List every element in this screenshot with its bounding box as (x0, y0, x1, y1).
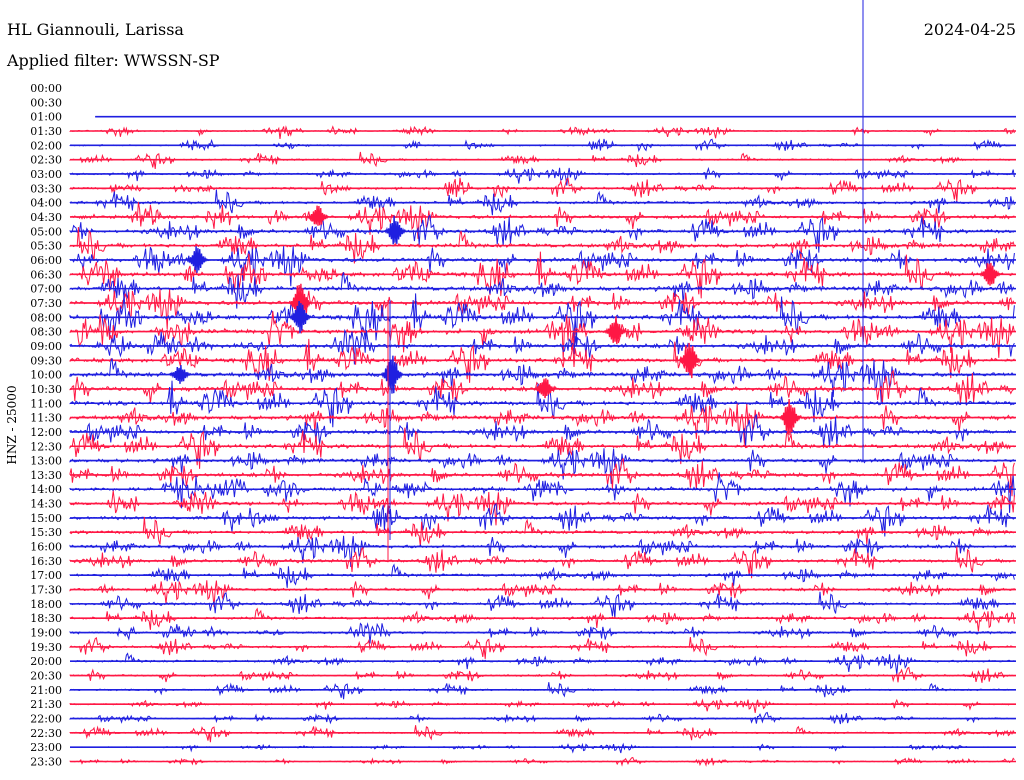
row-time-label: 13:30 (30, 469, 62, 482)
trace-line (69, 636, 1015, 659)
trace-line (69, 580, 1015, 608)
event-spike (383, 215, 407, 245)
row-time-label: 19:00 (30, 627, 62, 640)
row-time-label: 23:00 (30, 741, 62, 754)
row-time-label: 05:00 (30, 225, 62, 238)
trace-line (69, 472, 1015, 513)
row-time-label: 02:00 (30, 139, 62, 152)
trace-line (69, 742, 1015, 754)
row-time-label: 06:30 (30, 268, 62, 281)
row-time-label: 07:00 (30, 283, 62, 296)
row-time-label: 17:30 (30, 584, 62, 597)
event-spike (288, 300, 312, 334)
row-time-label: 19:30 (30, 641, 62, 654)
row-time-label: 23:30 (30, 756, 62, 769)
trace-line (69, 535, 1015, 568)
trace-line (69, 725, 1015, 743)
row-time-label: 22:30 (30, 727, 62, 740)
row-time-label: 02:30 (30, 154, 62, 167)
row-time-label: 08:00 (30, 311, 62, 324)
row-time-label: 14:30 (30, 498, 62, 511)
row-time-label: 06:00 (30, 254, 62, 267)
row-time-label: 08:30 (30, 326, 62, 339)
row-time-label: 11:30 (30, 412, 62, 425)
row-time-label: 16:30 (30, 555, 62, 568)
trace-line (69, 448, 1015, 484)
trace-line (69, 358, 1015, 403)
trace-line (69, 125, 1015, 139)
row-time-label: 03:00 (30, 168, 62, 181)
trace-line (69, 328, 1015, 365)
row-time-label: 20:00 (30, 655, 62, 668)
row-time-label: 05:30 (30, 240, 62, 253)
date-label: 2024-04-25 (923, 20, 1016, 39)
trace-line (69, 591, 1015, 619)
row-time-label: 21:00 (30, 684, 62, 697)
trace-line (69, 151, 1015, 170)
row-time-label: 18:30 (30, 612, 62, 625)
row-time-label: 09:00 (30, 340, 62, 353)
event-spike (978, 262, 1002, 286)
row-time-label: 20:30 (30, 670, 62, 683)
event-spike (380, 355, 404, 394)
row-time-label: 17:00 (30, 569, 62, 582)
trace-line (69, 682, 1015, 700)
event-spike (778, 398, 802, 436)
row-time-label: 15:00 (30, 512, 62, 525)
row-time-label: 18:00 (30, 598, 62, 611)
filter-label: Applied filter: WWSSN-SP (7, 51, 220, 70)
row-time-label: 10:00 (30, 369, 62, 382)
row-time-label: 22:00 (30, 713, 62, 726)
row-time-label: 12:30 (30, 440, 62, 453)
trace-line (69, 652, 1015, 675)
event-spike (168, 365, 192, 384)
event-spike (603, 318, 627, 345)
row-time-label: 04:30 (30, 211, 62, 224)
row-time-label: 03:30 (30, 182, 62, 195)
trace-line (69, 698, 1015, 713)
row-time-label: 14:00 (30, 483, 62, 496)
event-spike (185, 246, 209, 273)
row-time-label: 00:30 (30, 96, 62, 109)
row-time-label: 21:30 (30, 698, 62, 711)
row-time-label: 10:30 (30, 383, 62, 396)
event-spike (533, 378, 557, 399)
row-time-label: 13:00 (30, 455, 62, 468)
trace-line (69, 246, 1015, 287)
trace-line (69, 177, 1015, 202)
row-time-label: 16:00 (30, 541, 62, 554)
trace-line (69, 202, 1015, 239)
station-title: HL Giannouli, Larissa (7, 20, 184, 39)
row-time-label: 11:00 (30, 397, 62, 410)
row-time-label: 04:00 (30, 197, 62, 210)
row-time-label: 01:30 (30, 125, 62, 138)
trace-line (69, 166, 1015, 186)
row-time-label: 00:00 (30, 82, 62, 95)
row-time-label: 15:30 (30, 526, 62, 539)
row-time-label: 09:30 (30, 354, 62, 367)
event-spike (678, 342, 702, 379)
row-time-label: 12:00 (30, 426, 62, 439)
row-time-label: 07:30 (30, 297, 62, 310)
event-spike (306, 205, 330, 226)
trace-line (69, 214, 1015, 253)
trace-line (69, 622, 1015, 644)
row-time-label: 01:00 (30, 111, 62, 124)
